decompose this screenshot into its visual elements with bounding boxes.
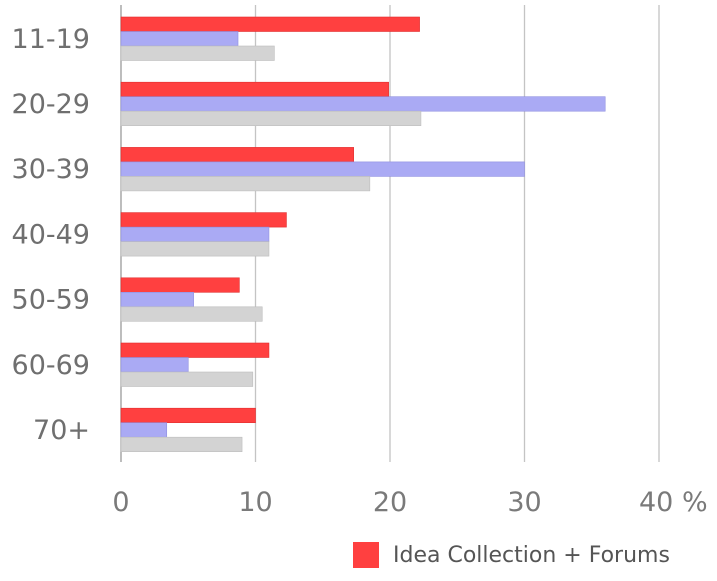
bar	[120, 407, 256, 424]
bar	[120, 306, 263, 322]
bar	[120, 241, 270, 257]
bar-chart: 11-19 20-29 30-39 40-49 50-59 60-69 70+ 0 10 20 3…	[12, 5, 708, 518]
bar	[120, 110, 422, 126]
bar	[120, 422, 168, 438]
bar	[120, 357, 189, 373]
bar	[120, 45, 275, 61]
category-label: 60-69	[12, 350, 90, 381]
bar	[120, 277, 240, 293]
bar	[120, 436, 243, 453]
bar	[120, 226, 270, 242]
category-label: 30-39	[12, 154, 90, 185]
bar	[120, 342, 270, 358]
bar	[120, 161, 525, 177]
bar	[120, 16, 420, 32]
category-label: 70+	[33, 415, 90, 446]
bar	[120, 81, 389, 97]
category-label: 40-49	[12, 219, 90, 250]
category-label: 50-59	[12, 285, 90, 316]
category-label: 11-19	[12, 24, 90, 55]
category-labels: 11-19 20-29 30-39 40-49 50-59 60-69 70+	[12, 24, 90, 446]
bar	[120, 212, 287, 228]
bar	[120, 147, 354, 163]
legend: Idea Collection + Forums	[353, 540, 670, 570]
bar	[120, 176, 371, 192]
x-tick-label: 20	[373, 487, 407, 518]
x-tick-label: 10	[238, 487, 272, 518]
bar	[120, 371, 254, 387]
x-tick-label: 0	[112, 487, 129, 518]
bar	[120, 96, 606, 112]
x-tick-label: 40 %	[639, 487, 708, 518]
bar	[120, 291, 194, 308]
legend-label: Idea Collection + Forums	[393, 542, 670, 568]
x-tick-label: 30	[507, 487, 541, 518]
legend-swatch	[353, 542, 379, 568]
x-tick-labels: 0 10 20 30 40 %	[112, 487, 707, 518]
bars	[120, 16, 606, 453]
category-label: 20-29	[12, 89, 90, 120]
bar	[120, 31, 239, 47]
